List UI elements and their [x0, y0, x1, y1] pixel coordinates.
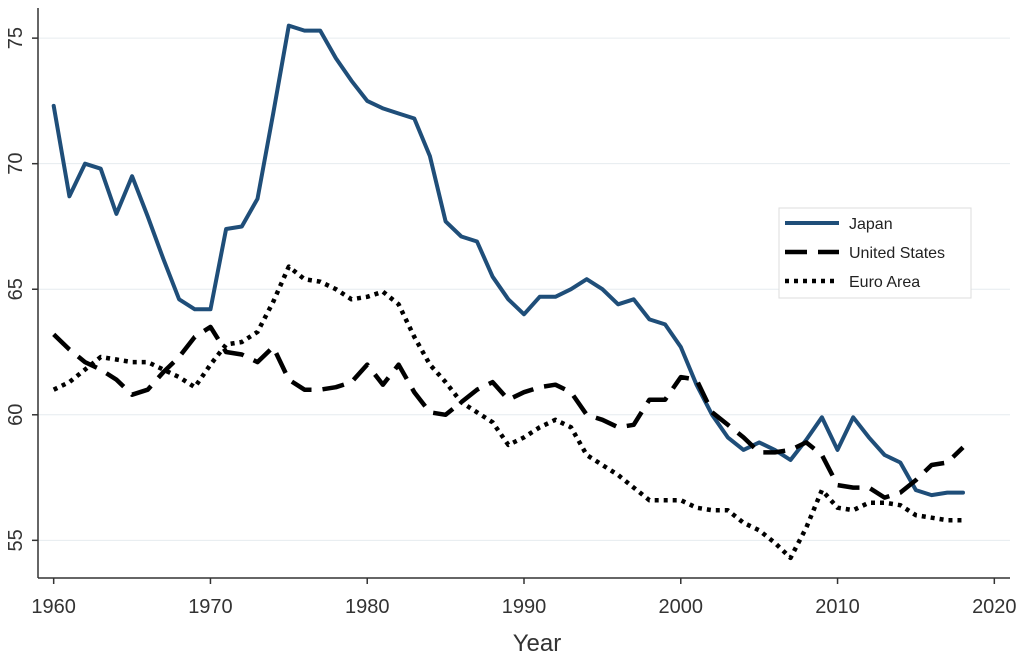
series-lines — [51, 23, 965, 561]
x-tick-label-5: 2010 — [815, 596, 860, 618]
y-tick-label-4: 75 — [5, 27, 27, 49]
x-tick-label-6: 2020 — [972, 596, 1017, 618]
x-tick-label-2: 1980 — [345, 596, 390, 618]
legend-label-0: Japan — [849, 216, 893, 233]
gridlines — [38, 37, 1010, 541]
y-tick-label-2: 65 — [5, 278, 27, 300]
x-tick-label-0: 1960 — [31, 596, 76, 618]
x-tick-label-1: 1970 — [188, 596, 233, 618]
series-line-0 — [51, 23, 965, 498]
y-tick-label-1: 60 — [5, 404, 27, 426]
legend-label-1: United States — [849, 245, 945, 262]
legend: Japan United States Euro Area — [778, 207, 972, 299]
series-line-2 — [52, 264, 963, 561]
axes: 55 60 65 70 75 1960 1970 1980 1990 2000 2010 2020 Ye… — [5, 8, 1017, 657]
y-tick-label-0: 55 — [5, 529, 27, 551]
x-axis-title: Year — [513, 630, 562, 657]
series-line-1 — [52, 324, 965, 500]
y-tick-label-3: 70 — [5, 153, 27, 175]
x-tick-label-4: 2000 — [659, 596, 704, 618]
x-tick-label-3: 1990 — [502, 596, 547, 618]
legend-label-2: Euro Area — [849, 274, 920, 291]
